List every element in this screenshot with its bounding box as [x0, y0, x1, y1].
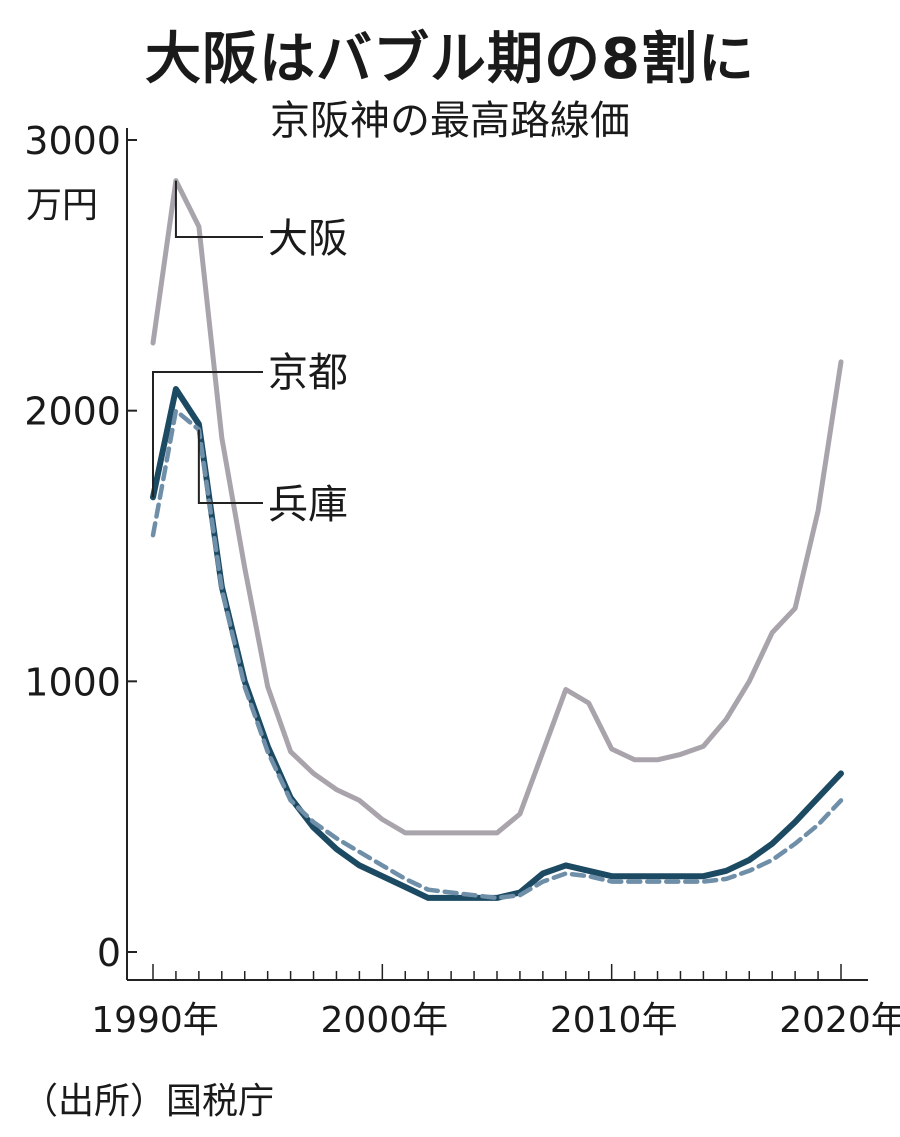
y-tick-label: 2000 [24, 390, 121, 434]
y-tick-label: 0 [97, 931, 121, 975]
x-tick-label: 2010年 [550, 1000, 678, 1041]
leader-kyoto [152, 371, 263, 498]
y-tick-label: 1000 [24, 660, 121, 704]
series-label-大阪: 大阪 [268, 216, 348, 262]
leader-hyogo [197, 429, 263, 504]
chart-subtitle: 京阪神の最高路線価 [270, 98, 630, 144]
series-line-兵庫 [150, 408, 844, 901]
y-tick-label: 3000 [24, 119, 121, 163]
x-tick-label: 2020年 [779, 1000, 900, 1041]
chart-title: 大阪はバブル期の8割に [145, 27, 755, 92]
leader-osaka [174, 180, 263, 238]
series-line-大阪 [150, 178, 844, 836]
x-tick-label: 1990年 [91, 1000, 219, 1041]
x-tick-label: 2000年 [321, 1000, 449, 1041]
y-axis-unit: 万円 [26, 185, 99, 226]
series-label-京都: 京都 [268, 350, 348, 396]
series-line-京都 [150, 386, 844, 901]
source-note: （出所）国税庁 [22, 1081, 275, 1122]
series-label-兵庫: 兵庫 [268, 482, 348, 528]
